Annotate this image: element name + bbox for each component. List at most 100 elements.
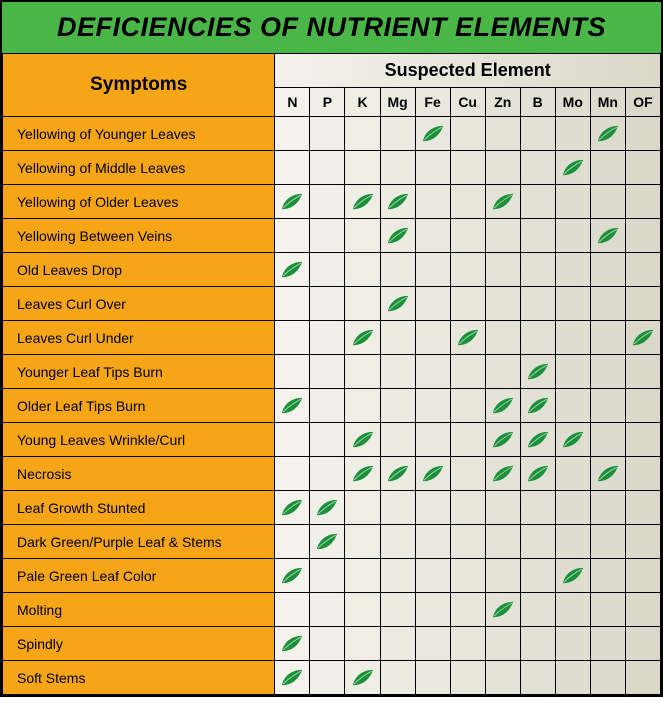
grid-cell: [555, 627, 590, 661]
grid-cell: [520, 185, 555, 219]
leaf-icon: [491, 192, 515, 211]
grid-cell: [450, 423, 485, 457]
grid-cell: [555, 593, 590, 627]
table-row: Young Leaves Wrinkle/Curl: [3, 423, 661, 457]
grid-cell: [275, 627, 310, 661]
grid-cell: [625, 491, 660, 525]
grid-cell: [555, 287, 590, 321]
element-header-of: OF: [625, 88, 660, 117]
table-row: Old Leaves Drop: [3, 253, 661, 287]
grid-cell: [310, 627, 345, 661]
grid-cell: [345, 661, 380, 695]
leaf-icon: [491, 600, 515, 619]
grid-cell: [555, 559, 590, 593]
grid-cell: [310, 355, 345, 389]
grid-cell: [450, 661, 485, 695]
grid-cell: [520, 593, 555, 627]
grid-cell: [520, 253, 555, 287]
grid-cell: [275, 355, 310, 389]
grid-cell: [310, 457, 345, 491]
grid-cell: [520, 321, 555, 355]
grid-cell: [520, 627, 555, 661]
grid-cell: [310, 559, 345, 593]
grid-cell: [450, 185, 485, 219]
grid-cell: [345, 287, 380, 321]
grid-cell: [590, 287, 625, 321]
grid-cell: [625, 593, 660, 627]
grid-cell: [380, 593, 415, 627]
grid-cell: [555, 219, 590, 253]
symptom-label: Old Leaves Drop: [3, 253, 275, 287]
grid-cell: [520, 287, 555, 321]
grid-cell: [485, 593, 520, 627]
grid-cell: [275, 661, 310, 695]
table-row: Older Leaf Tips Burn: [3, 389, 661, 423]
grid-cell: [520, 117, 555, 151]
grid-cell: [310, 287, 345, 321]
leaf-icon: [280, 498, 304, 517]
grid-cell: [485, 151, 520, 185]
leaf-icon: [561, 566, 585, 585]
grid-cell: [450, 389, 485, 423]
symptom-label: Young Leaves Wrinkle/Curl: [3, 423, 275, 457]
grid-cell: [275, 117, 310, 151]
grid-cell: [625, 151, 660, 185]
grid-cell: [415, 525, 450, 559]
grid-cell: [310, 253, 345, 287]
table-row: Leaves Curl Under: [3, 321, 661, 355]
symptom-label: Leaves Curl Under: [3, 321, 275, 355]
grid-cell: [520, 491, 555, 525]
symptoms-header: Symptoms: [3, 54, 275, 117]
grid-cell: [625, 287, 660, 321]
table-row: Yellowing of Middle Leaves: [3, 151, 661, 185]
grid-cell: [555, 525, 590, 559]
grid-cell: [625, 627, 660, 661]
grid-cell: [625, 661, 660, 695]
grid-cell: [520, 151, 555, 185]
table-row: Dark Green/Purple Leaf & Stems: [3, 525, 661, 559]
leaf-icon: [351, 668, 375, 687]
leaf-icon: [280, 396, 304, 415]
element-header-mn: Mn: [590, 88, 625, 117]
grid-cell: [520, 423, 555, 457]
grid-cell: [380, 627, 415, 661]
grid-cell: [450, 559, 485, 593]
grid-cell: [450, 627, 485, 661]
grid-cell: [625, 185, 660, 219]
grid-cell: [415, 321, 450, 355]
grid-cell: [345, 117, 380, 151]
grid-cell: [415, 151, 450, 185]
grid-cell: [345, 151, 380, 185]
grid-cell: [555, 389, 590, 423]
grid-cell: [310, 117, 345, 151]
leaf-icon: [491, 396, 515, 415]
grid-cell: [450, 219, 485, 253]
element-header-mg: Mg: [380, 88, 415, 117]
element-header-mo: Mo: [555, 88, 590, 117]
leaf-icon: [526, 430, 550, 449]
grid-cell: [380, 423, 415, 457]
grid-cell: [345, 253, 380, 287]
grid-cell: [485, 423, 520, 457]
grid-cell: [415, 661, 450, 695]
grid-cell: [345, 389, 380, 423]
grid-cell: [345, 185, 380, 219]
leaf-icon: [526, 362, 550, 381]
leaf-icon: [280, 192, 304, 211]
leaf-icon: [596, 464, 620, 483]
grid-cell: [275, 287, 310, 321]
grid-cell: [310, 525, 345, 559]
grid-cell: [380, 219, 415, 253]
grid-cell: [590, 423, 625, 457]
grid-cell: [590, 559, 625, 593]
grid-cell: [520, 525, 555, 559]
grid-cell: [415, 219, 450, 253]
symptom-label: Older Leaf Tips Burn: [3, 389, 275, 423]
element-header-n: N: [275, 88, 310, 117]
leaf-icon: [351, 430, 375, 449]
grid-cell: [520, 457, 555, 491]
element-header-p: P: [310, 88, 345, 117]
table-row: Leaf Growth Stunted: [3, 491, 661, 525]
grid-cell: [345, 525, 380, 559]
grid-cell: [345, 355, 380, 389]
